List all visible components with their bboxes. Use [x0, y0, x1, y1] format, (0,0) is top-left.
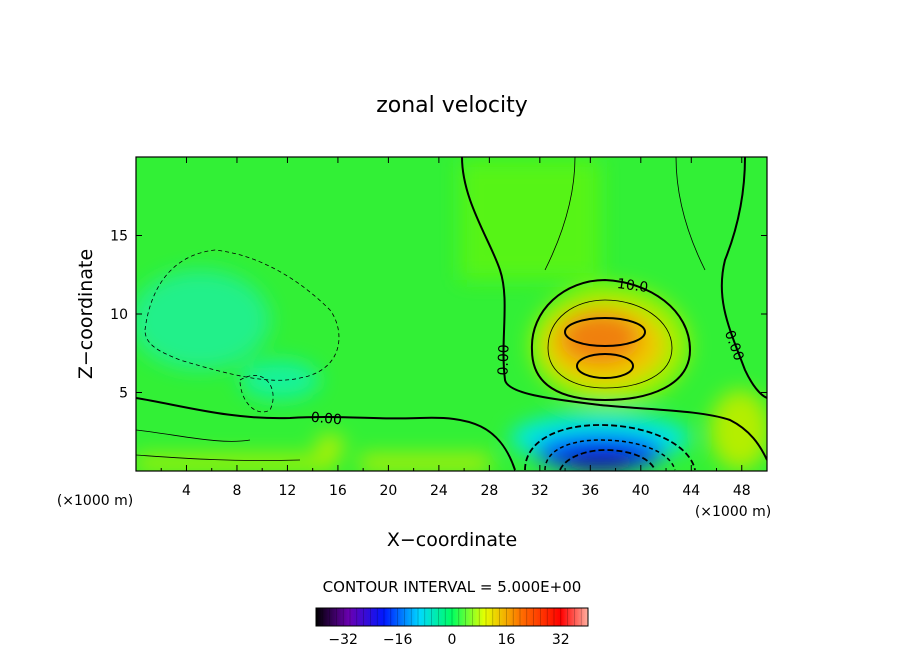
- contour-lines: [136, 157, 767, 471]
- x-tick-label: 40: [632, 483, 650, 499]
- y-tick-label: 10: [110, 307, 128, 323]
- colorbar-ticks: −32 −16 0 16 32: [328, 632, 569, 648]
- y-axis-title: Z−coordinate: [75, 249, 97, 379]
- contour-label: 10.0: [616, 276, 649, 296]
- contour-interval-note: CONTOUR INTERVAL = 5.000E+00: [323, 578, 582, 596]
- contour-neg-5-low: [524, 424, 696, 471]
- contour-label: 0.00: [495, 344, 512, 376]
- contour-neg-left: [144, 249, 340, 381]
- x-tick-label: 12: [279, 483, 297, 499]
- x-axis-title: X−coordinate: [387, 529, 517, 551]
- contour-neg-20-low: [559, 449, 656, 471]
- contour-zero-mid: [461, 157, 767, 461]
- contour-pos-10: [530, 278, 692, 402]
- contour-pos-20-lower: [576, 353, 634, 379]
- x-tick-label: 24: [430, 483, 448, 499]
- contour-label: 0.00: [310, 410, 342, 429]
- y-tick-label: 15: [110, 229, 128, 245]
- colorbar-tick-label: −16: [383, 632, 413, 648]
- contour-pos-20-upper: [564, 317, 646, 347]
- colorbar-tick-label: 16: [497, 632, 515, 648]
- contour-pos-5-top: [544, 157, 706, 271]
- colorbar-segments: [322, 608, 582, 626]
- x-tick-label: 8: [232, 483, 241, 499]
- contour-neg-mid: [239, 375, 274, 413]
- x-tick-label: 48: [733, 483, 751, 499]
- y-axis: 5 10 15: [110, 229, 767, 402]
- colorbar-tick-label: 0: [448, 632, 457, 648]
- x-unit-label-right: (×1000 m): [695, 504, 771, 520]
- contour-zero-lower: [136, 397, 516, 471]
- colorbar-tick-label: −32: [328, 632, 358, 648]
- contour-neg-10-low: [544, 439, 676, 471]
- x-tick-label: 4: [182, 483, 191, 499]
- x-tick-label: 16: [329, 483, 347, 499]
- contour-pos-15: [547, 299, 673, 389]
- x-tick-label: 20: [379, 483, 397, 499]
- x-tick-label: 36: [581, 483, 599, 499]
- y-tick-label: 5: [119, 386, 128, 402]
- colorbar-tick-label: 32: [552, 632, 570, 648]
- x-tick-label: 44: [682, 483, 700, 499]
- x-axis: 4 8 12 16 20 24 28 32 36 40 44 48: [160, 157, 751, 499]
- x-tick-label: 28: [480, 483, 498, 499]
- heatmap-field: [136, 157, 767, 471]
- chart-title: zonal velocity: [376, 93, 528, 118]
- contour-pos-low-left: [136, 429, 301, 461]
- contour-labels: 0.00 10.0 0.00 0.00: [310, 276, 746, 428]
- colorbar: [315, 607, 589, 627]
- x-tick-label: 32: [531, 483, 549, 499]
- x-unit-label-left: (×1000 m): [57, 493, 133, 509]
- contour-zero-right: [720, 157, 767, 399]
